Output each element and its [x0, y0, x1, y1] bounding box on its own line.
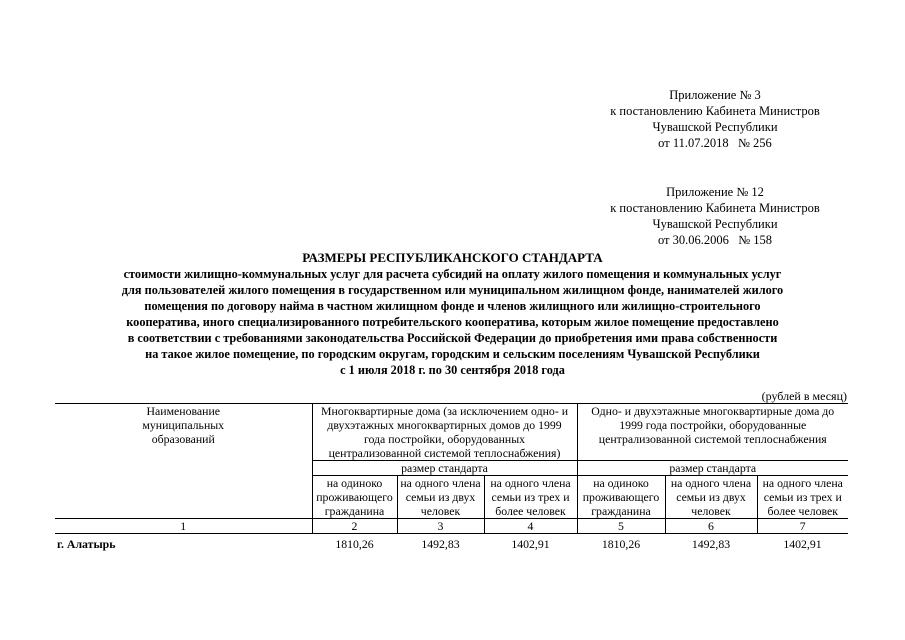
subtitle-line: кооператива, иного специализированного п…: [126, 315, 779, 329]
standards-table: Наименование муниципальных образований М…: [55, 403, 848, 551]
appendix-line: Приложение № 3: [669, 88, 761, 102]
column-number: 3: [396, 518, 485, 534]
header-municipality: Наименование муниципальных образований: [55, 403, 313, 519]
column-number: 2: [311, 518, 398, 534]
subheader: на одиноко проживающего гражданина: [311, 475, 398, 519]
column-number: 5: [576, 518, 666, 534]
unit-label: (рублей в месяц): [761, 389, 847, 403]
appendix-line: от 11.07.2018 № 256: [658, 136, 772, 150]
subtitle-line: стоимости жилищно-коммунальных услуг для…: [123, 267, 782, 281]
appendix-3-block: Приложение № 3 к постановлению Кабинета …: [590, 87, 840, 151]
subtitle-line: в соответствии с требованиями законодате…: [127, 331, 778, 345]
column-number: 6: [664, 518, 758, 534]
subheader: на одного члена семьи из двух человек: [664, 475, 758, 519]
subheader: на одиноко проживающего гражданина: [576, 475, 666, 519]
header-group-2: Одно- и двухэтажные многоквартирные дома…: [576, 403, 848, 461]
column-number: 4: [483, 518, 578, 534]
subtitle-line: помещения по договору найма в частном жи…: [144, 299, 761, 313]
appendix-line: к постановлению Кабинета Министров: [610, 201, 820, 215]
header-standard: размер стандарта: [576, 460, 848, 476]
value-cell: 1492,83: [421, 537, 460, 551]
document-title: РАЗМЕРЫ РЕСПУБЛИКАНСКОГО СТАНДАРТА: [302, 250, 603, 265]
appendix-line: от 30.06.2006 № 158: [657, 233, 773, 247]
value-cell: 1810,26: [335, 537, 374, 551]
subtitle-line: для пользователей жилого помещения в гос…: [121, 283, 784, 297]
value-cell: 1810,26: [601, 537, 641, 551]
appendix-line: Чувашской Республики: [652, 120, 778, 134]
subheader: на одного члена семьи из двух человек: [396, 475, 485, 519]
column-number: 1: [55, 518, 313, 534]
appendix-line: Чувашской Республики: [652, 217, 778, 231]
table-row: г. Алатырь 1810,26 1492,83 1402,91 1810,…: [55, 534, 848, 552]
subtitle-line: с 1 июля 2018 г. по 30 сентября 2018 год…: [340, 363, 565, 377]
header-standard: размер стандарта: [311, 460, 578, 476]
subheader: на одного члена семьи из трех и более че…: [756, 475, 848, 519]
document-subtitle: стоимости жилищно-коммунальных услуг для…: [60, 266, 845, 378]
header-group-1: Многоквартирные дома (за исключением одн…: [311, 403, 578, 461]
appendix-line: к постановлению Кабинета Министров: [610, 104, 820, 118]
subtitle-line: на такое жилое помещение, по городским о…: [145, 347, 760, 361]
municipality-name: г. Алатырь: [57, 537, 116, 551]
appendix-12-block: Приложение № 12 к постановлению Кабинета…: [590, 184, 840, 248]
column-number: 7: [756, 518, 848, 534]
subheader: на одного члена семьи из трех и более че…: [483, 475, 578, 519]
value-cell: 1402,91: [511, 537, 550, 551]
appendix-line: Приложение № 12: [666, 185, 764, 199]
value-cell: 1402,91: [783, 537, 822, 551]
value-cell: 1492,83: [691, 537, 731, 551]
